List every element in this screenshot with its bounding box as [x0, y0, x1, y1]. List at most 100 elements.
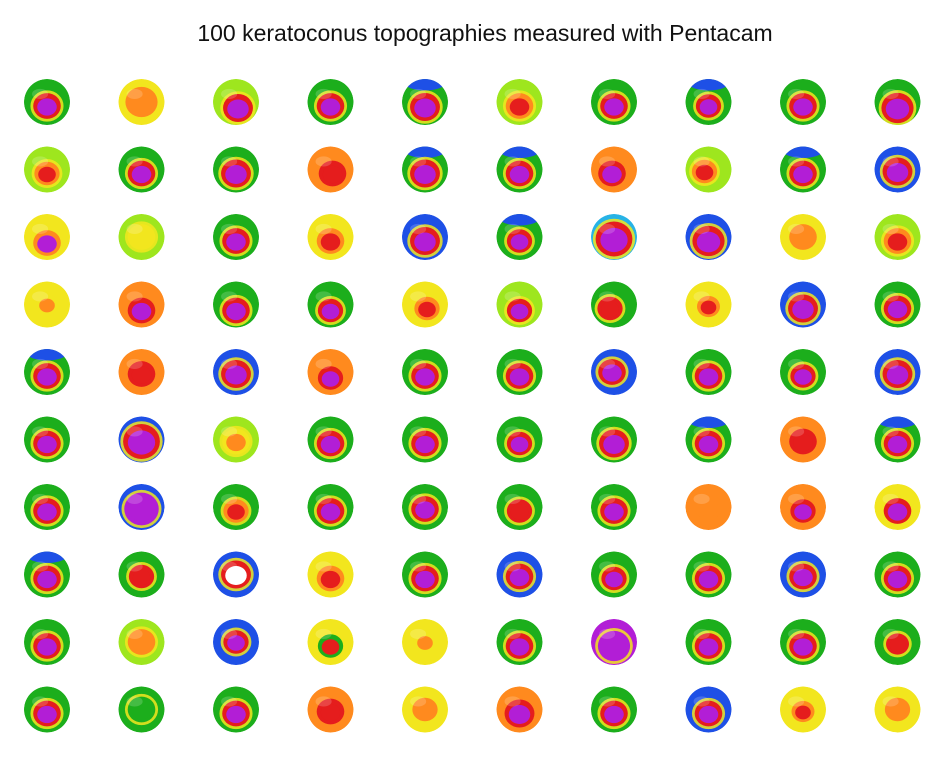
topography-map [874, 349, 921, 395]
topography-map [118, 416, 165, 463]
topography-map [307, 416, 354, 463]
topography-map [496, 686, 543, 733]
topography-map [685, 281, 732, 328]
topography-map [402, 484, 448, 530]
topography-map [496, 349, 543, 395]
topography-map [24, 416, 70, 463]
topography-map [685, 551, 732, 598]
topography-map [874, 146, 921, 193]
topography-map [591, 281, 637, 328]
topography-map [874, 416, 921, 463]
topography-map [874, 686, 921, 733]
topography-map [307, 484, 354, 530]
topography-map [24, 79, 70, 125]
topography-map [402, 349, 448, 395]
topography-map [307, 349, 354, 395]
figure-title: 100 keratoconus topographies measured wi… [197, 20, 773, 46]
topography-map [213, 619, 259, 665]
topography-map [307, 281, 354, 328]
topography-map [24, 619, 70, 665]
topography-map [496, 79, 543, 125]
topography-map [591, 686, 637, 733]
topography-map [591, 619, 637, 665]
topography-map [118, 281, 165, 328]
topography-map [685, 214, 732, 260]
topography-map [307, 619, 354, 665]
topography-map [307, 551, 354, 598]
topography-map [591, 416, 637, 463]
topography-map [24, 281, 70, 328]
topography-map [874, 484, 921, 530]
topography-map [307, 686, 354, 733]
topography-map [213, 214, 259, 260]
topography-map [307, 146, 354, 193]
topography-map [24, 686, 70, 733]
topography-map [402, 146, 448, 193]
topography-map [780, 416, 826, 463]
topography-map [780, 619, 826, 665]
topography-map [780, 484, 826, 530]
topography-map [591, 79, 637, 125]
topography-map [118, 551, 165, 598]
topography-map [591, 551, 637, 598]
topography-map [496, 281, 543, 328]
topography-map [402, 79, 448, 125]
topography-map [118, 619, 165, 665]
topography-map [213, 416, 259, 463]
topography-map [685, 686, 732, 733]
topography-map [780, 281, 826, 328]
topography-map [213, 349, 259, 395]
topography-map [685, 349, 732, 395]
topography-map [874, 619, 921, 665]
topography-map [496, 551, 543, 598]
topography-map [213, 79, 259, 125]
topography-map [24, 349, 70, 395]
topography-map [685, 619, 732, 665]
topography-map [780, 686, 826, 733]
topography-map [118, 349, 165, 395]
topography-map [685, 484, 732, 530]
topography-map [591, 214, 637, 260]
topography-map [118, 214, 165, 260]
topography-map [402, 416, 448, 463]
topography-map [402, 686, 448, 733]
topography-map [118, 79, 165, 125]
topography-map [118, 686, 165, 733]
topography-map [780, 349, 826, 395]
topography-map [402, 619, 448, 665]
topography-map [24, 551, 70, 598]
topography-map [591, 146, 637, 193]
topography-map [685, 416, 732, 463]
topography-map [402, 281, 448, 328]
topography-map [118, 146, 165, 193]
topography-map [780, 214, 826, 260]
topography-map [213, 551, 259, 598]
topography-map [874, 281, 921, 328]
topography-map [24, 146, 70, 193]
topography-map [213, 281, 259, 328]
topography-map [874, 551, 921, 598]
topography-map [496, 214, 543, 260]
topography-map [496, 416, 543, 463]
topography-map [780, 79, 826, 125]
topography-map [496, 484, 543, 530]
topography-map [213, 686, 259, 733]
topography-map [307, 79, 354, 125]
topography-map [402, 214, 448, 260]
topography-map [118, 484, 165, 530]
topography-map [496, 619, 543, 665]
topography-map [213, 146, 259, 193]
topography-map [24, 214, 70, 260]
topography-map [402, 551, 448, 598]
topography-map [307, 214, 354, 260]
topography-map [685, 146, 732, 193]
topography-map [780, 146, 826, 193]
topography-map [874, 214, 921, 260]
topography-map [591, 484, 637, 530]
topography-map [24, 484, 70, 530]
topography-map [496, 146, 543, 193]
topography-map [591, 349, 637, 395]
topography-map [213, 484, 259, 530]
topography-map [685, 79, 732, 125]
